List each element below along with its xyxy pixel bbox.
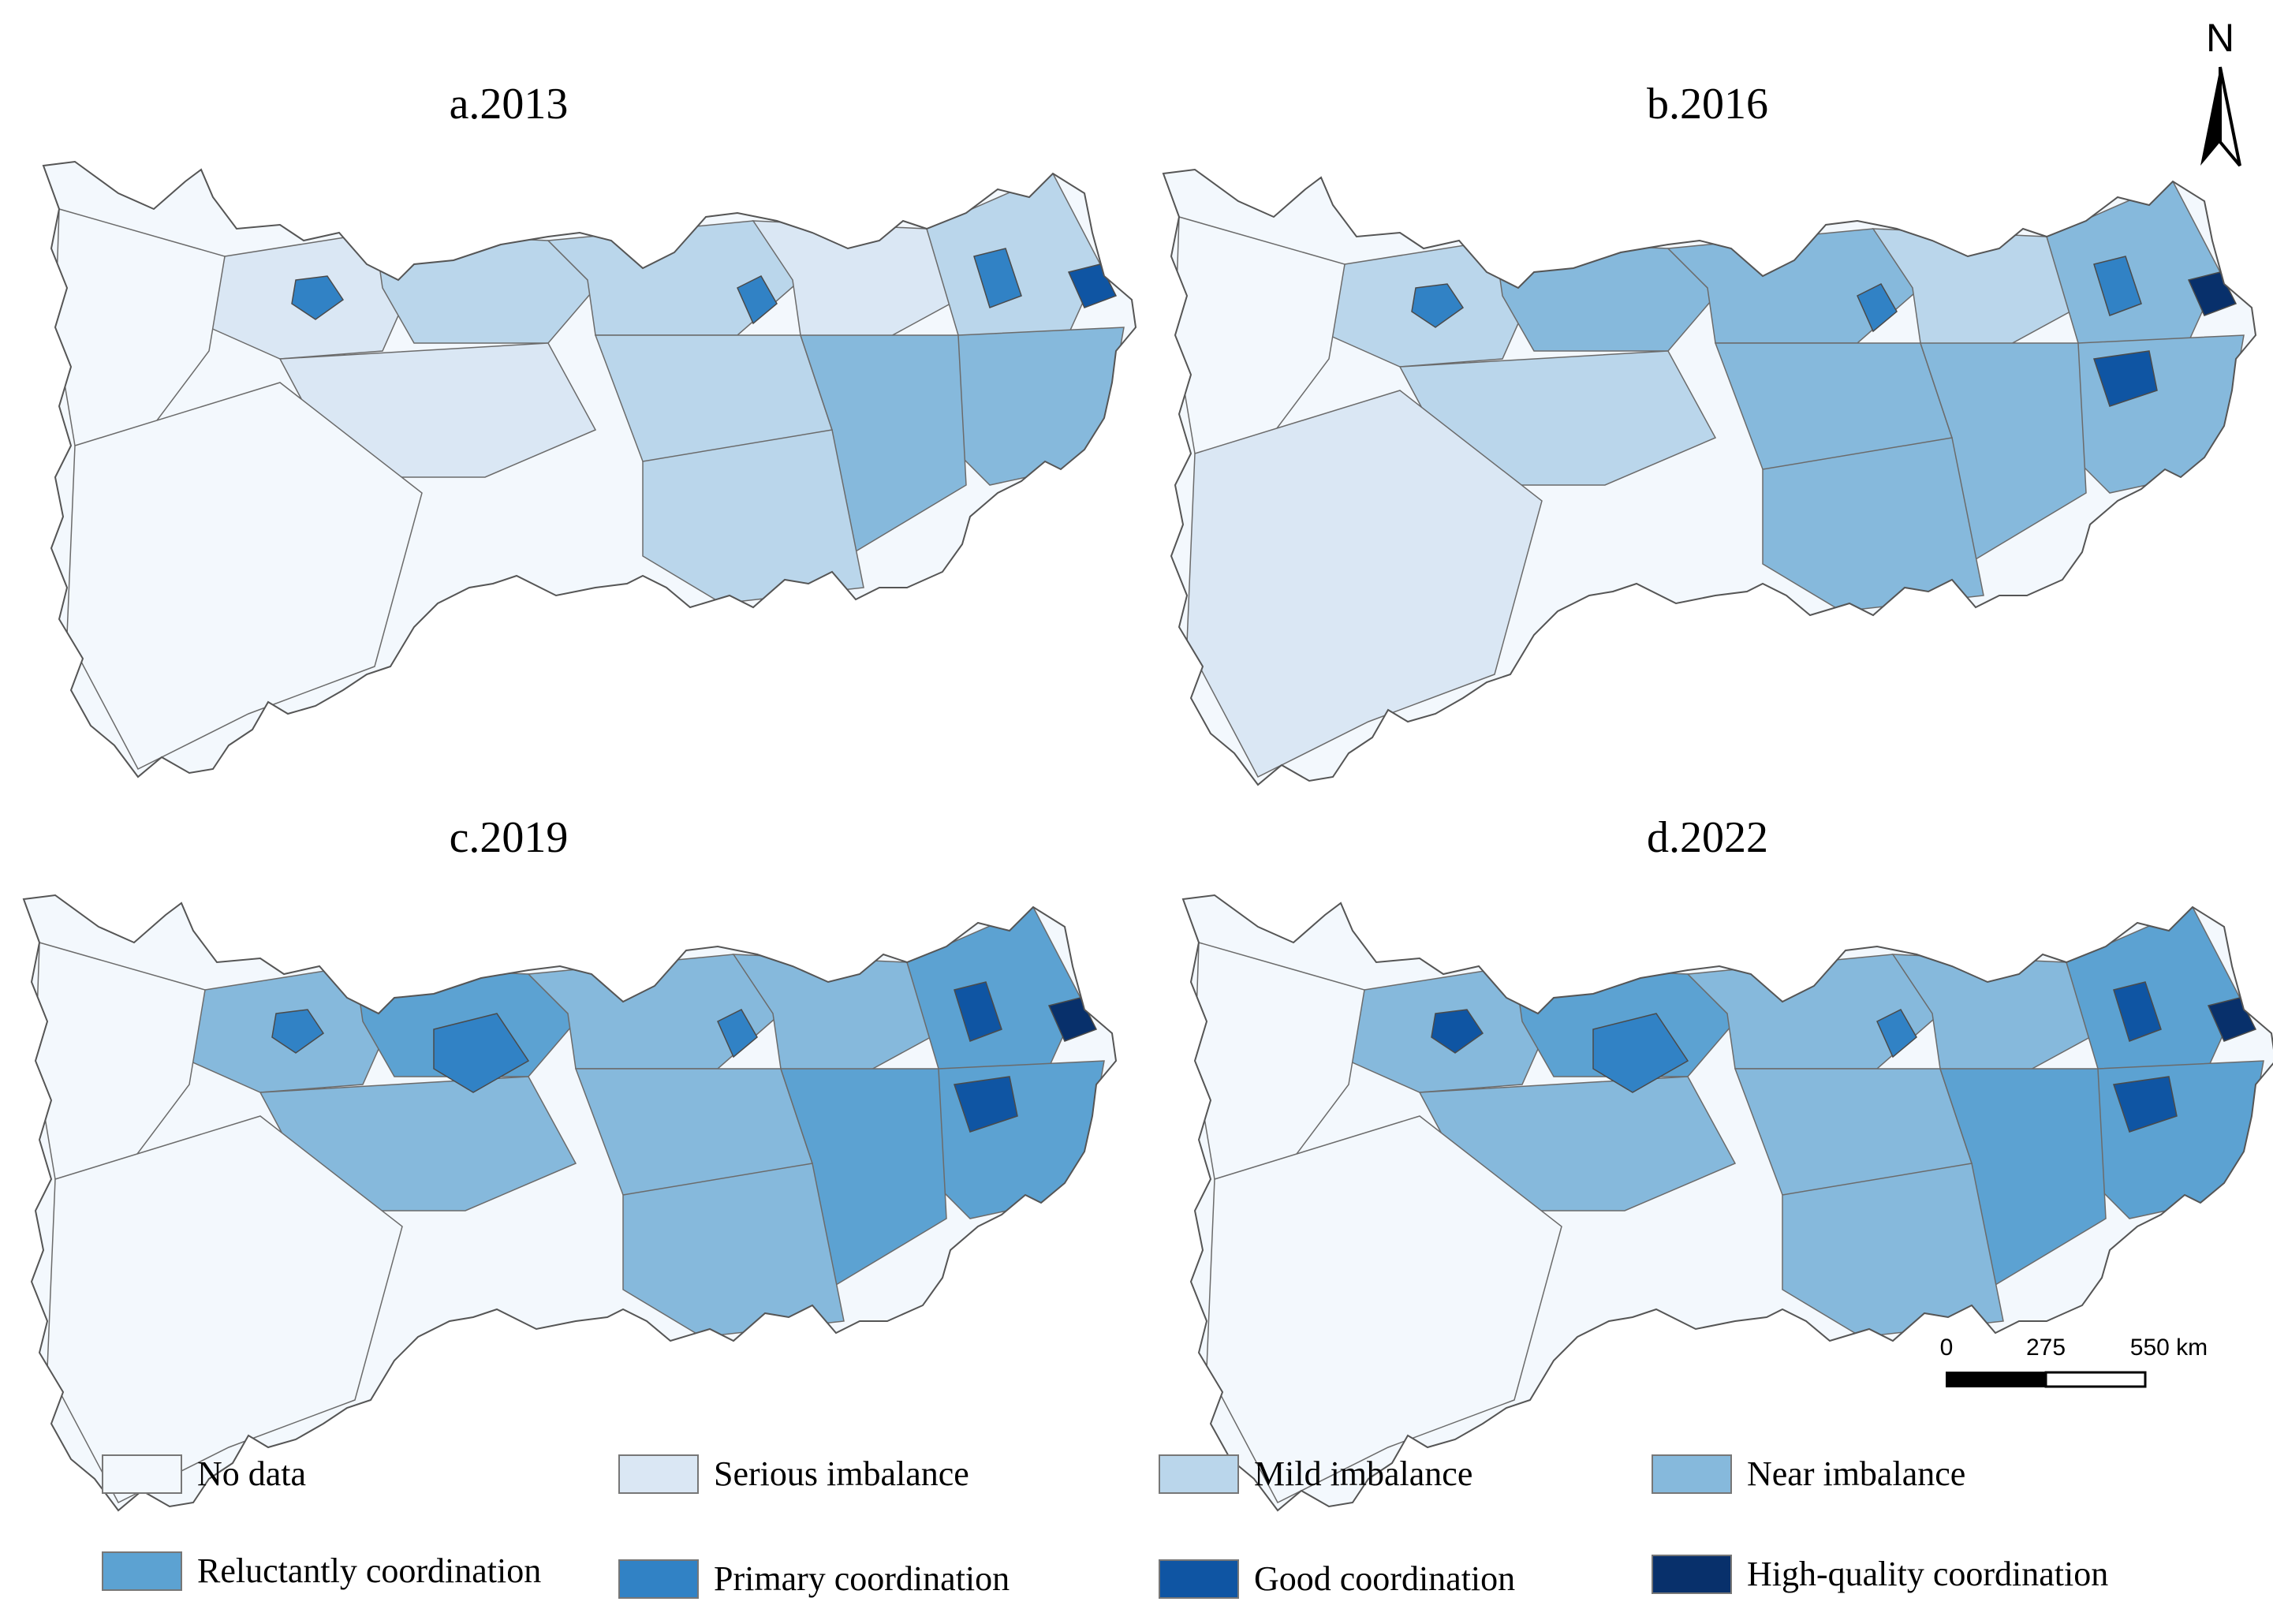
hotspot-jiangsu-city [2113,981,2162,1042]
legend: No data Serious imbalance Mild imbalance Ne… [102,1454,2108,1599]
hotspot-hubei-city [1876,1009,1917,1058]
north-arrow-left-half [2200,67,2220,166]
legend-label: Mild imbalance [1254,1454,1472,1493]
basin-outline [1162,168,2257,786]
scale-bar-black-segment [1946,1372,2047,1387]
legend-swatch [102,1551,182,1591]
scale-bar-white-segment [2044,1371,2147,1388]
legend-swatch [618,1559,699,1599]
basin-outline [42,160,1137,778]
legend-swatch [1159,1559,1239,1599]
scale-tick-550: 550 km [2130,1335,2208,1361]
hotspot-sichuan-city [1431,1009,1484,1054]
hotspot-jiangsu-city [954,981,1002,1042]
map-panel-2 [1162,168,2257,786]
legend-item: Serious imbalance [618,1454,969,1494]
north-arrow-right-half [2219,66,2241,167]
map-panel-1 [42,160,1137,778]
legend-swatch [1652,1555,1732,1594]
panel-title: a.2013 [450,80,569,129]
scale-bar: 0 275 550 km [1940,1335,2208,1388]
map-regions [1183,895,2273,1510]
scale-tick-0: 0 [1940,1335,1954,1361]
hotspot-hubei-city [717,1009,758,1058]
hotspot-sichuan-city [1411,283,1465,328]
hotspot-sichuan-city [291,275,345,320]
panel-title: c.2019 [450,813,569,862]
basin-outline [1181,894,2273,1512]
hotspot-jiangsu-city [2093,256,2142,316]
legend-swatch [618,1454,699,1494]
legend-item: Reluctantly coordination [102,1551,541,1591]
hotspot-zhejiang-city [2093,350,2158,407]
map-panel-3 [22,894,1118,1512]
hotspot-jiangsu-city [973,248,1022,308]
map-regions [43,162,1136,777]
hotspot-hubei-city [1857,283,1898,333]
legend-swatch [1652,1454,1732,1494]
hotspot-chongqing [1592,1013,1689,1093]
legend-item: High-quality coordination [1652,1555,2108,1594]
legend-item: Primary coordination [618,1559,1010,1599]
legend-item: Mild imbalance [1159,1454,1472,1494]
north-arrow: N [2200,16,2241,167]
north-arrow-label: N [2206,16,2234,60]
legend-item: No data [102,1454,306,1494]
legend-swatch [1159,1454,1239,1494]
legend-label: Primary coordination [714,1559,1010,1598]
hotspot-chongqing [433,1013,530,1093]
legend-label: Near imbalance [1747,1454,1965,1493]
hotspot-sichuan-city [271,1009,325,1054]
legend-swatch [102,1454,182,1494]
basin-outline [22,894,1118,1512]
legend-label: Reluctantly coordination [197,1551,541,1590]
hotspot-zhejiang-city [954,1076,1018,1133]
panel-title: b.2016 [1647,80,1768,129]
legend-label: Serious imbalance [714,1454,969,1493]
legend-label: High-quality coordination [1747,1555,2108,1593]
legend-item: Near imbalance [1652,1454,1965,1494]
map-panel-4 [1181,894,2273,1512]
panel-title: d.2022 [1647,813,1768,862]
hotspot-zhejiang-city [2113,1076,2178,1133]
scale-tick-275: 275 [2026,1335,2066,1361]
map-regions [24,895,1116,1510]
map-regions [1163,170,2256,785]
legend-label: Good coordination [1254,1559,1515,1598]
hotspot-hubei-city [737,275,778,325]
legend-item: Good coordination [1159,1559,1515,1599]
legend-label: No data [197,1454,306,1493]
